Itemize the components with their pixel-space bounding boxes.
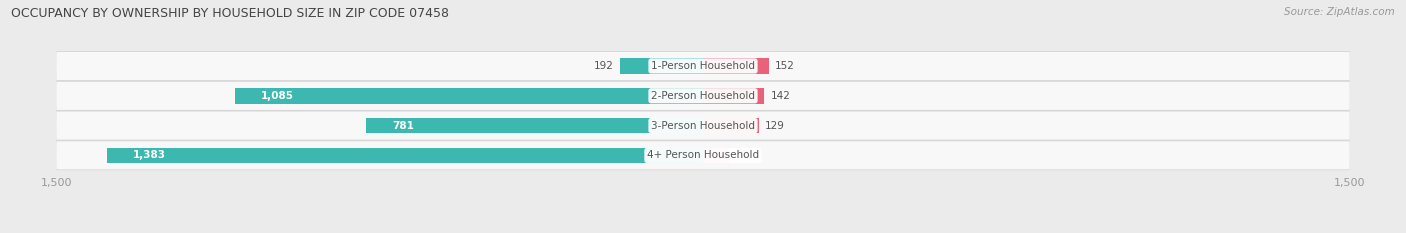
Bar (703, 88, 765, 103)
Text: Source: ZipAtlas.com: Source: ZipAtlas.com (1284, 7, 1395, 17)
Bar (703, 148, 728, 163)
FancyBboxPatch shape (56, 141, 1350, 170)
Text: OCCUPANCY BY OWNERSHIP BY HOUSEHOLD SIZE IN ZIP CODE 07458: OCCUPANCY BY OWNERSHIP BY HOUSEHOLD SIZE… (11, 7, 450, 20)
FancyBboxPatch shape (56, 82, 1350, 110)
FancyBboxPatch shape (56, 141, 1350, 170)
Bar (620, 58, 703, 74)
Bar (235, 88, 703, 103)
FancyBboxPatch shape (56, 51, 1350, 81)
Text: 142: 142 (770, 91, 790, 101)
Text: 2-Person Household: 2-Person Household (651, 91, 755, 101)
Text: 781: 781 (392, 120, 413, 130)
FancyBboxPatch shape (56, 81, 1350, 110)
FancyBboxPatch shape (56, 111, 1350, 140)
Bar (366, 118, 703, 133)
Legend: Owner-occupied, Renter-occupied: Owner-occupied, Renter-occupied (579, 229, 827, 233)
FancyBboxPatch shape (56, 52, 1350, 80)
Text: 1,383: 1,383 (132, 150, 166, 160)
Text: 1,085: 1,085 (262, 91, 294, 101)
Text: 4+ Person Household: 4+ Person Household (647, 150, 759, 160)
Text: 152: 152 (775, 61, 794, 71)
Text: 1-Person Household: 1-Person Household (651, 61, 755, 71)
FancyBboxPatch shape (56, 111, 1350, 140)
Text: 129: 129 (765, 120, 785, 130)
Text: 192: 192 (593, 61, 614, 71)
Bar (703, 58, 769, 74)
Text: 3-Person Household: 3-Person Household (651, 120, 755, 130)
Text: 60: 60 (735, 150, 748, 160)
Bar (703, 118, 759, 133)
Bar (107, 148, 703, 163)
